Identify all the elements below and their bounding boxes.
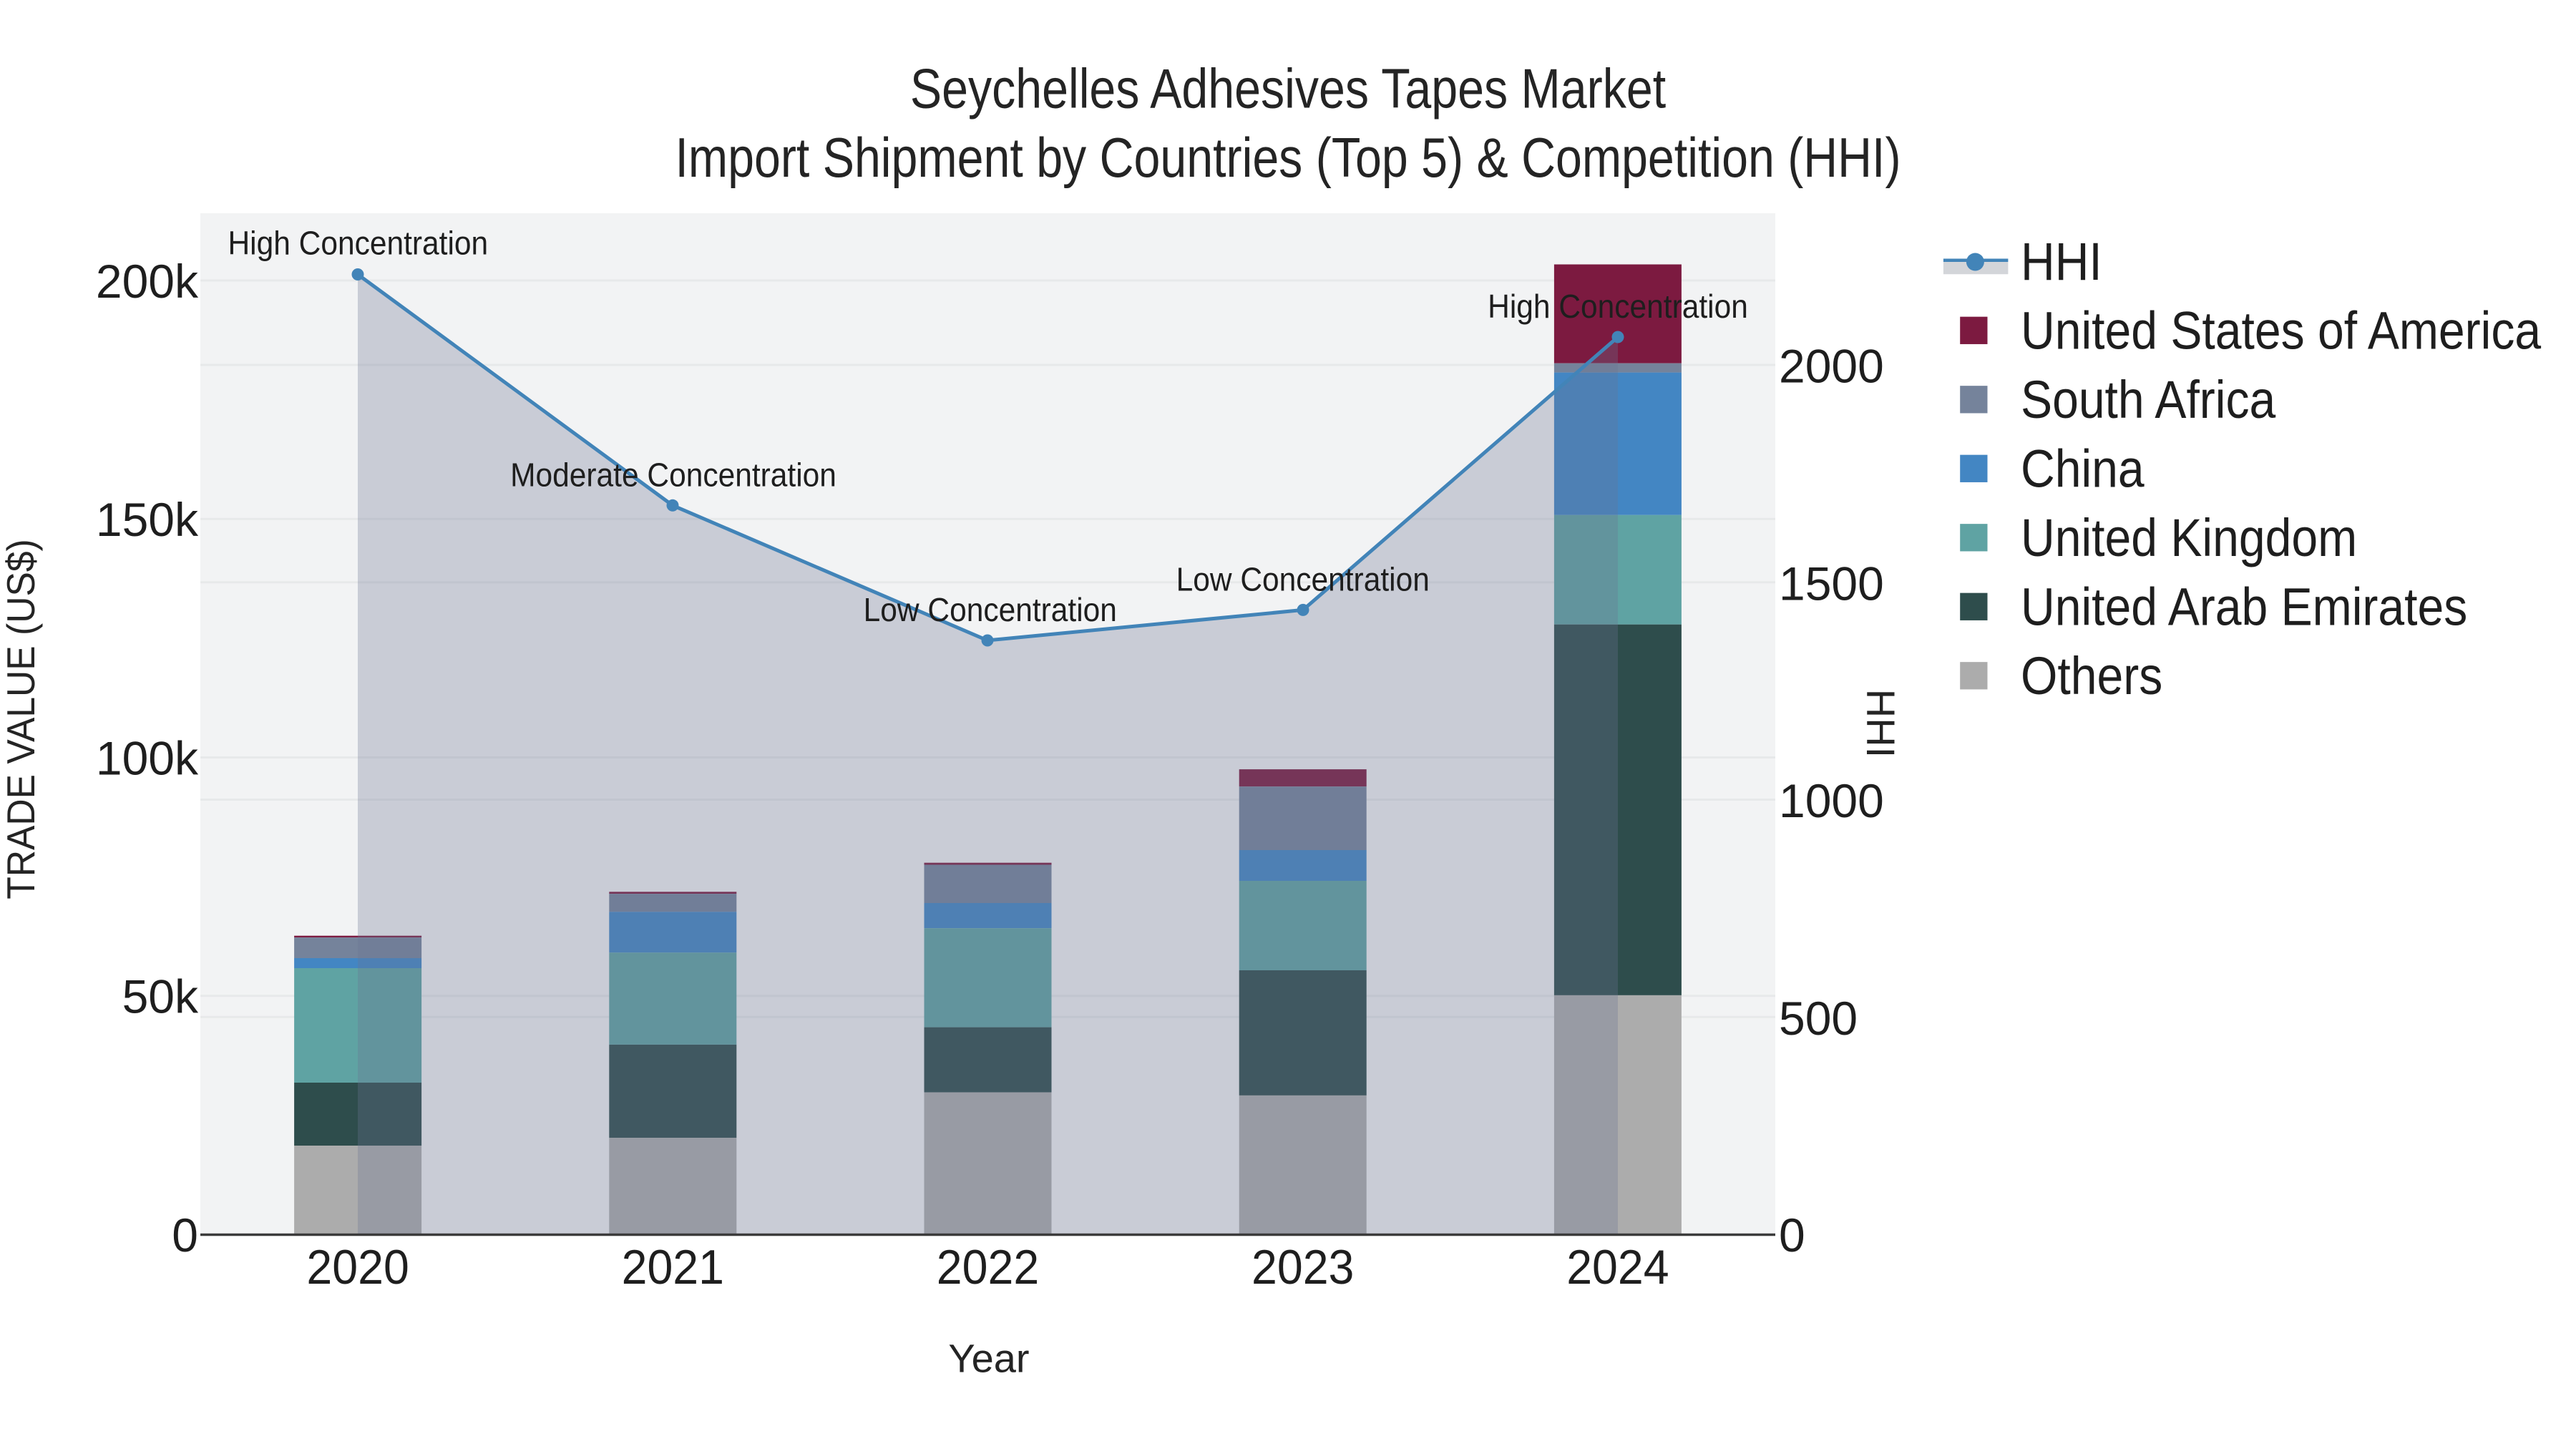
svg-text:High Concentration: High Concentration	[228, 225, 488, 262]
svg-text:Low Concentration: Low Concentration	[864, 592, 1117, 628]
svg-text:HHI: HHI	[1858, 689, 1903, 758]
svg-text:Moderate Concentration: Moderate Concentration	[510, 457, 836, 494]
svg-text:United Arab Emirates: United Arab Emirates	[2021, 577, 2467, 636]
svg-text:1500: 1500	[1779, 557, 1884, 610]
svg-text:500: 500	[1779, 992, 1858, 1045]
svg-text:2021: 2021	[622, 1240, 724, 1294]
svg-text:Seychelles Adhesives Tapes Mar: Seychelles Adhesives Tapes Market	[910, 57, 1666, 119]
svg-text:TRADE VALUE (US$): TRADE VALUE (US$)	[0, 539, 43, 899]
svg-text:Others: Others	[2021, 645, 2162, 705]
svg-text:Import Shipment by Countries (: Import Shipment by Countries (Top 5) & C…	[675, 127, 1901, 189]
svg-text:China: China	[2021, 439, 2145, 498]
svg-text:2022: 2022	[937, 1240, 1039, 1294]
svg-text:200k: 200k	[96, 255, 199, 308]
svg-text:0: 0	[1779, 1209, 1805, 1262]
svg-text:United States of America: United States of America	[2021, 301, 2542, 360]
svg-text:100k: 100k	[96, 731, 199, 784]
svg-text:0: 0	[172, 1209, 198, 1262]
svg-text:HHI: HHI	[2021, 231, 2102, 291]
svg-text:High Concentration: High Concentration	[1488, 288, 1748, 325]
svg-text:2020: 2020	[306, 1240, 409, 1294]
svg-text:United Kingdom: United Kingdom	[2021, 507, 2357, 567]
svg-text:South Africa: South Africa	[2021, 369, 2276, 429]
svg-text:Low Concentration: Low Concentration	[1176, 562, 1430, 598]
svg-text:Year: Year	[948, 1336, 1029, 1381]
svg-text:50k: 50k	[122, 970, 199, 1023]
svg-text:2024: 2024	[1566, 1240, 1669, 1294]
svg-text:150k: 150k	[96, 493, 199, 546]
svg-text:2000: 2000	[1779, 340, 1884, 393]
svg-text:2023: 2023	[1252, 1240, 1354, 1294]
svg-text:1000: 1000	[1779, 774, 1884, 827]
